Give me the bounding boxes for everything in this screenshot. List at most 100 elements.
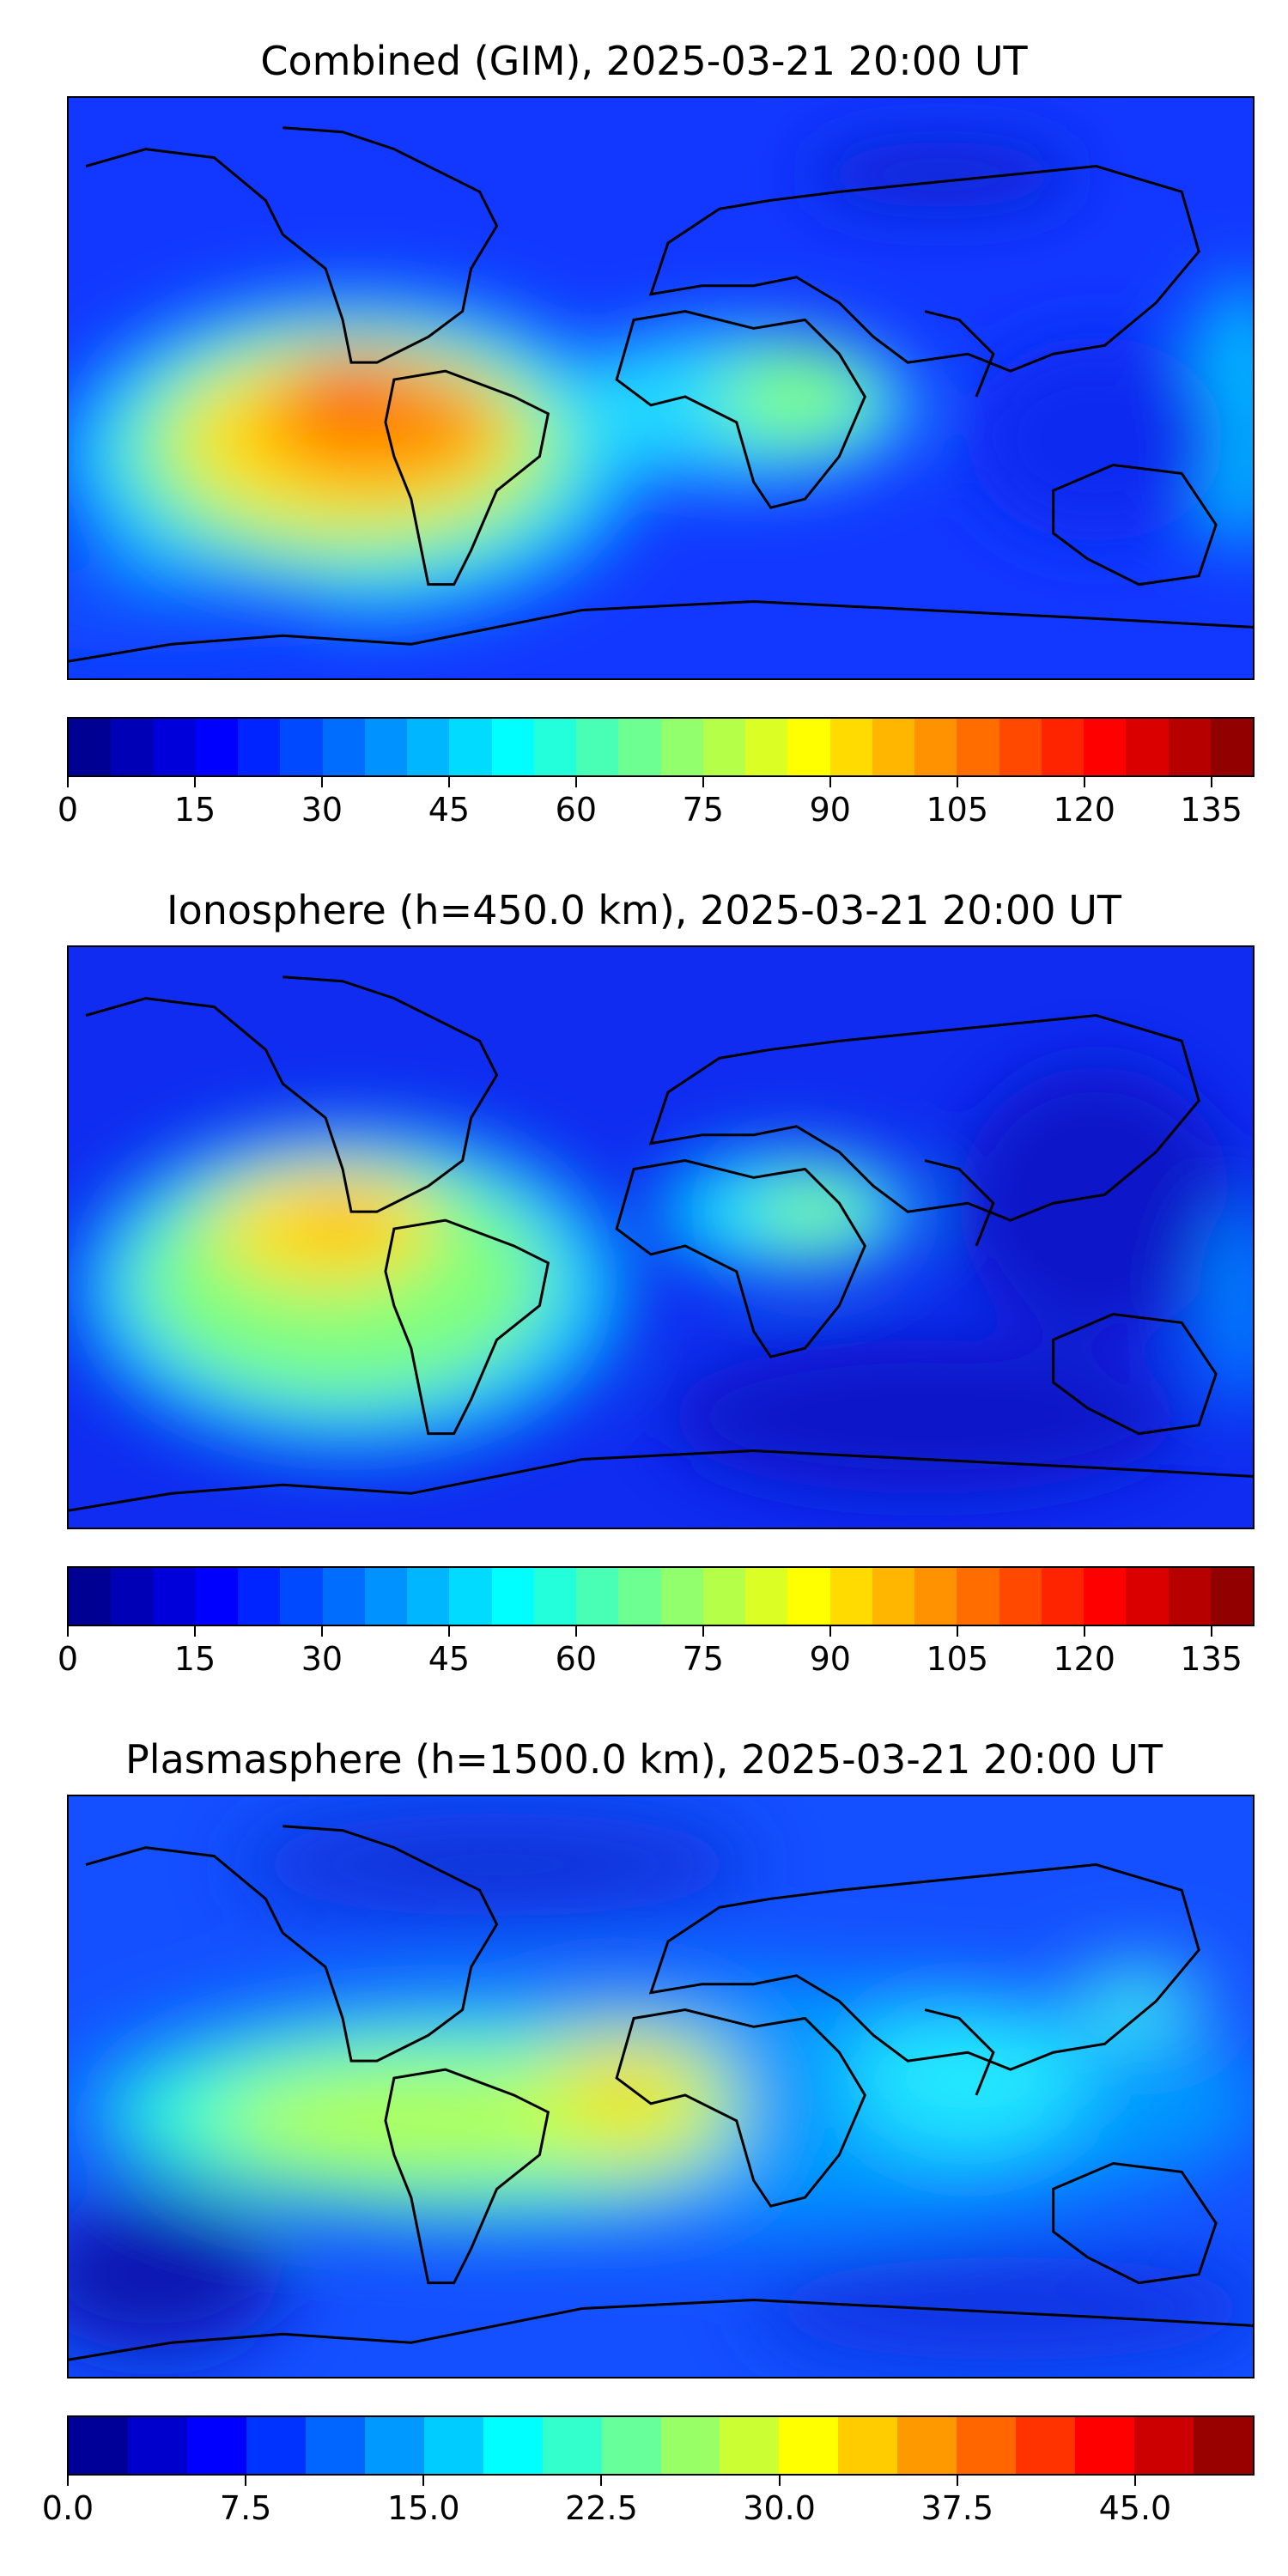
colorbar-ticks-ionosphere: 0 15 30 45 60 75 90 105 120 135 bbox=[58, 1626, 1255, 1678]
colorbar-segment bbox=[153, 1568, 196, 1625]
colorbar-segment bbox=[153, 719, 196, 775]
colorbar-tick-label: 90 bbox=[809, 1640, 851, 1678]
colorbar-tick-mark bbox=[245, 2476, 247, 2486]
colorbar-segment bbox=[1075, 2417, 1135, 2474]
colorbar-tick-label: 15.0 bbox=[386, 2489, 460, 2527]
colorbar-tick-mark bbox=[193, 1626, 196, 1637]
colorbar-segment bbox=[238, 719, 281, 775]
panel-title-plasmasphere: Plasmasphere (h=1500.0 km), 2025-03-21 2… bbox=[125, 1736, 1163, 1783]
colorbar-tick-label: 120 bbox=[1053, 1640, 1115, 1678]
colorbar-tick-mark bbox=[829, 777, 831, 787]
colorbar-tick-mark bbox=[956, 2476, 958, 2486]
colorbar-tick-mark bbox=[1210, 777, 1212, 787]
colorbar-segment bbox=[195, 719, 238, 775]
colorbar-tick-mark bbox=[600, 2476, 603, 2486]
colorbar-segment bbox=[542, 2417, 602, 2474]
colorbar-segment bbox=[280, 1568, 323, 1625]
colorbar-segment bbox=[576, 1568, 619, 1625]
colorbar-segment bbox=[449, 719, 492, 775]
colorbar-tick-mark bbox=[1083, 1626, 1085, 1637]
colorbar-segment bbox=[787, 1568, 830, 1625]
colorbar-tick-mark bbox=[1133, 2476, 1136, 2486]
colorbar-segment bbox=[407, 1568, 450, 1625]
colorbar-segment bbox=[491, 1568, 534, 1625]
colorbar-segment bbox=[914, 1568, 957, 1625]
colorbar-tick-label: 120 bbox=[1053, 791, 1115, 829]
colorbar-tick-label: 0 bbox=[57, 791, 79, 829]
colorbar-segment bbox=[787, 719, 830, 775]
panel-title-combined: Combined (GIM), 2025-03-21 20:00 UT bbox=[260, 38, 1028, 84]
colorbar-segment bbox=[829, 719, 872, 775]
colorbar-tick-mark bbox=[67, 1626, 69, 1637]
colorbar-segment bbox=[618, 1568, 661, 1625]
colorbar-segment bbox=[660, 719, 703, 775]
colorbar-segment bbox=[69, 2417, 128, 2474]
coastlines bbox=[69, 126, 1253, 663]
colorbar-segment bbox=[1016, 2417, 1076, 2474]
colorbar-segment bbox=[69, 719, 112, 775]
colorbar-tick-mark bbox=[320, 1626, 323, 1637]
colorbar-segment bbox=[914, 719, 957, 775]
colorbar-segment bbox=[111, 1568, 154, 1625]
colorbar-segment bbox=[1041, 1568, 1084, 1625]
colorbar-segment bbox=[407, 719, 450, 775]
tec-map-plasmasphere bbox=[69, 1796, 1253, 2377]
colorbar-tick-mark bbox=[193, 777, 196, 787]
colorbar-tick-mark bbox=[778, 2476, 781, 2486]
colorbar-tick-mark bbox=[67, 2476, 69, 2486]
colorbar-segment bbox=[1168, 1568, 1211, 1625]
colorbar-segment bbox=[364, 1568, 407, 1625]
colorbar-segment bbox=[423, 2417, 483, 2474]
colorbar-segment bbox=[1126, 1568, 1169, 1625]
colorbar-segment bbox=[702, 1568, 745, 1625]
colorbar-tick-label: 105 bbox=[926, 791, 989, 829]
colorbar-ionosphere bbox=[67, 1566, 1255, 1626]
colorbar-tick-label: 75 bbox=[682, 1640, 724, 1678]
colorbar-segment bbox=[1210, 719, 1253, 775]
colorbar-tick-label: 15 bbox=[173, 1640, 216, 1678]
colorbar-segment bbox=[999, 719, 1042, 775]
colorbar-plasmasphere bbox=[67, 2415, 1255, 2476]
colorbar-tick-label: 30 bbox=[301, 1640, 343, 1678]
colorbar-segment bbox=[280, 719, 323, 775]
colorbar-tick-label: 90 bbox=[809, 791, 851, 829]
colorbar-segment bbox=[1168, 719, 1211, 775]
colorbar-segment bbox=[999, 1568, 1042, 1625]
colorbar-segment bbox=[491, 719, 534, 775]
colorbar-segment bbox=[957, 2417, 1017, 2474]
colorbar-segment bbox=[872, 1568, 914, 1625]
colorbar-tick-mark bbox=[956, 777, 958, 787]
colorbar-segment bbox=[449, 1568, 492, 1625]
colorbar-tick-mark bbox=[829, 1626, 831, 1637]
coastlines bbox=[69, 1825, 1253, 2361]
colorbar-segment bbox=[601, 2417, 661, 2474]
colorbar-tick-label: 15 bbox=[173, 791, 216, 829]
colorbar-segment bbox=[957, 1568, 999, 1625]
colorbar-segment bbox=[238, 1568, 281, 1625]
tec-map-ionosphere bbox=[69, 947, 1253, 1528]
colorbar-tick-label: 30.0 bbox=[743, 2489, 816, 2527]
colorbar-segment bbox=[660, 1568, 703, 1625]
colorbar-segment bbox=[1084, 719, 1127, 775]
map-combined bbox=[67, 96, 1255, 680]
colorbar-combined bbox=[67, 717, 1255, 777]
colorbar-tick-mark bbox=[702, 1626, 704, 1637]
colorbar-tick-label: 30 bbox=[301, 791, 343, 829]
colorbar-tick-label: 45.0 bbox=[1098, 2489, 1172, 2527]
colorbar-tick-label: 45 bbox=[428, 1640, 471, 1678]
tec-map-combined bbox=[69, 98, 1253, 678]
colorbar-segment bbox=[322, 1568, 365, 1625]
colorbar-tick-mark bbox=[574, 1626, 577, 1637]
colorbar-segment bbox=[1126, 719, 1169, 775]
colorbar-tick-mark bbox=[1083, 777, 1085, 787]
colorbar-tick-mark bbox=[574, 777, 577, 787]
colorbar-segment bbox=[533, 1568, 576, 1625]
colorbar-tick-label: 0.0 bbox=[41, 2489, 94, 2527]
colorbar-segment bbox=[1041, 719, 1084, 775]
colorbar-tick-label: 7.5 bbox=[219, 2489, 272, 2527]
colorbar-tick-mark bbox=[702, 777, 704, 787]
colorbar-tick-label: 45 bbox=[428, 791, 471, 829]
colorbar-tick-mark bbox=[67, 777, 69, 787]
colorbar-segment bbox=[779, 2417, 839, 2474]
colorbar-segment bbox=[957, 719, 999, 775]
